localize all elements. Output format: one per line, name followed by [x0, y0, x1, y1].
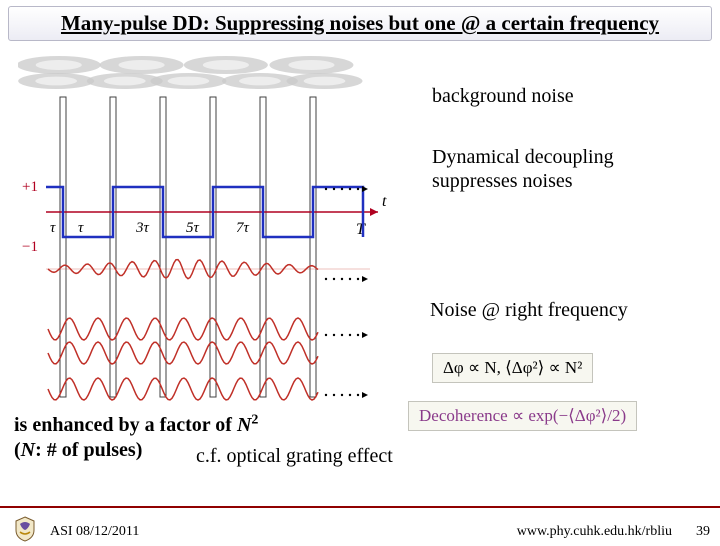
- slide-content: +1 −1 tTτ 3τ 5τ 7τ τ background noise Dynamica…: [0, 41, 720, 501]
- slide-title: Many-pulse DD: Suppressing noises but on…: [8, 6, 712, 41]
- cuhk-logo-icon: [14, 516, 36, 542]
- enhancement-paren: (: [14, 439, 21, 461]
- enhancement-line1: is enhanced by a factor of N2: [14, 411, 258, 438]
- cf-text: c.f. optical grating effect: [196, 445, 393, 468]
- formula-decoherence: Decoherence ∝ exp(−⟨Δφ²⟩/2): [408, 401, 637, 431]
- svg-text:t: t: [382, 193, 387, 210]
- label-background-noise: background noise: [432, 85, 574, 108]
- dd-diagram: +1 −1 tTτ 3τ 5τ 7τ τ: [18, 47, 413, 407]
- label-dynamical-decoupling: Dynamical decoupling suppresses noises: [432, 145, 692, 193]
- footer-date: ASI 08/12/2011: [50, 524, 139, 540]
- enhancement-N2: N: [21, 439, 35, 461]
- slide-footer: ASI 08/12/2011 www.phy.cuhk.edu.hk/rbliu…: [0, 506, 720, 546]
- svg-text:τ: τ: [78, 220, 84, 236]
- svg-text:T: T: [356, 221, 366, 238]
- enhancement-N1: N: [237, 414, 251, 436]
- label-noise-right-freq: Noise @ right frequency: [430, 299, 628, 322]
- enhancement-prefix: is enhanced by a factor of: [14, 414, 237, 436]
- footer-url: www.phy.cuhk.edu.hk/rbliu: [517, 524, 672, 540]
- footer-page-number: 39: [696, 524, 710, 540]
- svg-text:3τ: 3τ: [135, 220, 150, 236]
- svg-text:−1: −1: [22, 239, 38, 255]
- svg-text:+1: +1: [22, 179, 38, 195]
- enhancement-suffix: : # of pulses): [35, 439, 142, 461]
- formula-delta-phi: Δφ ∝ N, ⟨Δφ²⟩ ∝ N²: [432, 353, 593, 383]
- svg-text:τ: τ: [50, 220, 56, 236]
- formula-delta-phi-text: Δφ ∝ N, ⟨Δφ²⟩ ∝ N²: [443, 358, 582, 377]
- svg-text:7τ: 7τ: [236, 220, 250, 236]
- svg-text:5τ: 5τ: [186, 220, 200, 236]
- enhancement-exp: 2: [251, 412, 258, 427]
- formula-decoherence-text: Decoherence ∝ exp(−⟨Δφ²⟩/2): [419, 406, 626, 425]
